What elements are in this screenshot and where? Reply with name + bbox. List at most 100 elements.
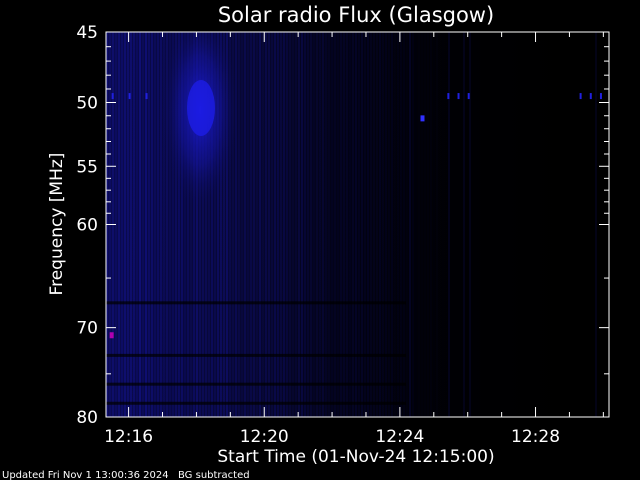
- emission-stripe: [157, 32, 159, 417]
- emission-stripe: [394, 32, 396, 417]
- emission-stripe: [436, 32, 438, 417]
- emission-stripe: [343, 32, 345, 417]
- y-tick-label: 50: [76, 94, 98, 114]
- emission-stripe: [151, 32, 153, 417]
- emission-stripe: [163, 32, 165, 417]
- rfi-marker: [0, 92, 3, 99]
- emission-stripe: [133, 32, 135, 417]
- emission-stripe: [337, 32, 339, 417]
- emission-stripe: [202, 32, 204, 417]
- x-tick-label: 12:28: [511, 427, 560, 447]
- emission-stripe: [370, 32, 372, 417]
- emission-stripe: [226, 32, 228, 417]
- emission-stripe: [121, 32, 123, 417]
- chart-title: Solar radio Flux (Glasgow): [218, 3, 494, 27]
- bg-subtracted-note: BG subtracted: [178, 470, 250, 480]
- emission-stripe: [352, 32, 354, 417]
- x-axis-title: Start Time (01-Nov-24 12:15:00): [217, 447, 494, 467]
- emission-stripe: [325, 32, 327, 417]
- y-tick-label: 80: [76, 408, 98, 428]
- emission-stripe: [379, 32, 381, 417]
- updated-timestamp: Updated Fri Nov 1 13:00:36 2024: [2, 470, 169, 480]
- emission-stripe: [307, 32, 309, 417]
- emission-stripe: [229, 32, 231, 417]
- emission-stripe: [166, 32, 168, 417]
- emission-stripe: [295, 32, 297, 417]
- emission-stripe: [136, 32, 138, 417]
- y-tick-label: 55: [76, 157, 98, 177]
- burst-core: [187, 80, 215, 136]
- emission-stripe: [328, 32, 330, 417]
- emission-stripe: [208, 32, 210, 417]
- emission-stripe: [139, 32, 141, 417]
- emission-stripe: [184, 32, 186, 417]
- y-tick-label: 45: [76, 23, 98, 43]
- emission-stripe: [469, 32, 471, 417]
- y-axis-title: Frequency [MHz]: [47, 153, 67, 296]
- emission-stripe: [142, 32, 144, 417]
- emission-stripe: [400, 32, 402, 417]
- emission-stripe: [382, 32, 384, 417]
- emission-stripe: [388, 32, 390, 417]
- emission-stripe: [595, 32, 597, 417]
- emission-stripe: [130, 32, 132, 417]
- rfi-marker: [44, 92, 48, 99]
- emission-stripe: [463, 32, 465, 417]
- emission-stripe: [280, 32, 282, 417]
- emission-stripe: [274, 32, 276, 417]
- emission-stripe: [292, 32, 294, 417]
- emission-stripe: [412, 32, 414, 417]
- emission-stripe: [199, 32, 201, 417]
- emission-stripe: [289, 32, 291, 417]
- emission-stripe: [424, 32, 426, 417]
- band-gap-stripe: [106, 401, 406, 405]
- emission-stripe: [196, 32, 198, 417]
- x-axis: 12:16 12:20 12:24 12:28: [104, 32, 604, 447]
- emission-stripe: [247, 32, 249, 417]
- emission-stripe: [175, 32, 177, 417]
- emission-stripe: [358, 32, 360, 417]
- emission-stripe: [172, 32, 174, 417]
- emission-stripe: [277, 32, 279, 417]
- emission-stripe: [211, 32, 213, 417]
- emission-stripe: [259, 32, 261, 417]
- rfi-marker: [145, 93, 148, 100]
- emission-stripe: [346, 32, 348, 417]
- emission-stripe: [340, 32, 342, 417]
- emission-stripe: [304, 32, 306, 417]
- emission-stripe: [301, 32, 303, 417]
- emission-stripe: [427, 32, 429, 417]
- emission-stripe: [355, 32, 357, 417]
- rfi-marker: [579, 93, 582, 100]
- emission-stripe: [148, 32, 150, 417]
- emission-stripe: [169, 32, 171, 417]
- emission-stripe: [364, 32, 366, 417]
- emission-stripe: [418, 32, 420, 417]
- emission-stripe: [316, 32, 318, 417]
- emission-stripe: [118, 32, 120, 417]
- y-tick-label: 70: [76, 319, 98, 339]
- emission-stripe: [268, 32, 270, 417]
- emission-stripe: [193, 32, 195, 417]
- emission-stripe: [241, 32, 243, 417]
- emission-stripe: [244, 32, 246, 417]
- emission-stripe: [250, 32, 252, 417]
- horizontal-stripes: [106, 301, 406, 405]
- y-tick-label: 60: [76, 216, 98, 236]
- rfi-marker: [589, 93, 592, 100]
- feature-marker: [109, 332, 114, 339]
- emission-stripe: [253, 32, 255, 417]
- emission-stripe: [187, 32, 189, 417]
- emission-stripe: [322, 32, 324, 417]
- band-gap-stripe: [106, 353, 406, 357]
- emission-stripe: [376, 32, 378, 417]
- emission-stripe: [181, 32, 183, 417]
- emission-stripe: [127, 32, 129, 417]
- emission-stripe: [223, 32, 225, 417]
- emission-stripe: [310, 32, 312, 417]
- emission-stripe: [124, 32, 126, 417]
- emission-stripe: [313, 32, 315, 417]
- emission-stripe: [178, 32, 180, 417]
- emission-stripe: [217, 32, 219, 417]
- plot-area: [0, 32, 609, 417]
